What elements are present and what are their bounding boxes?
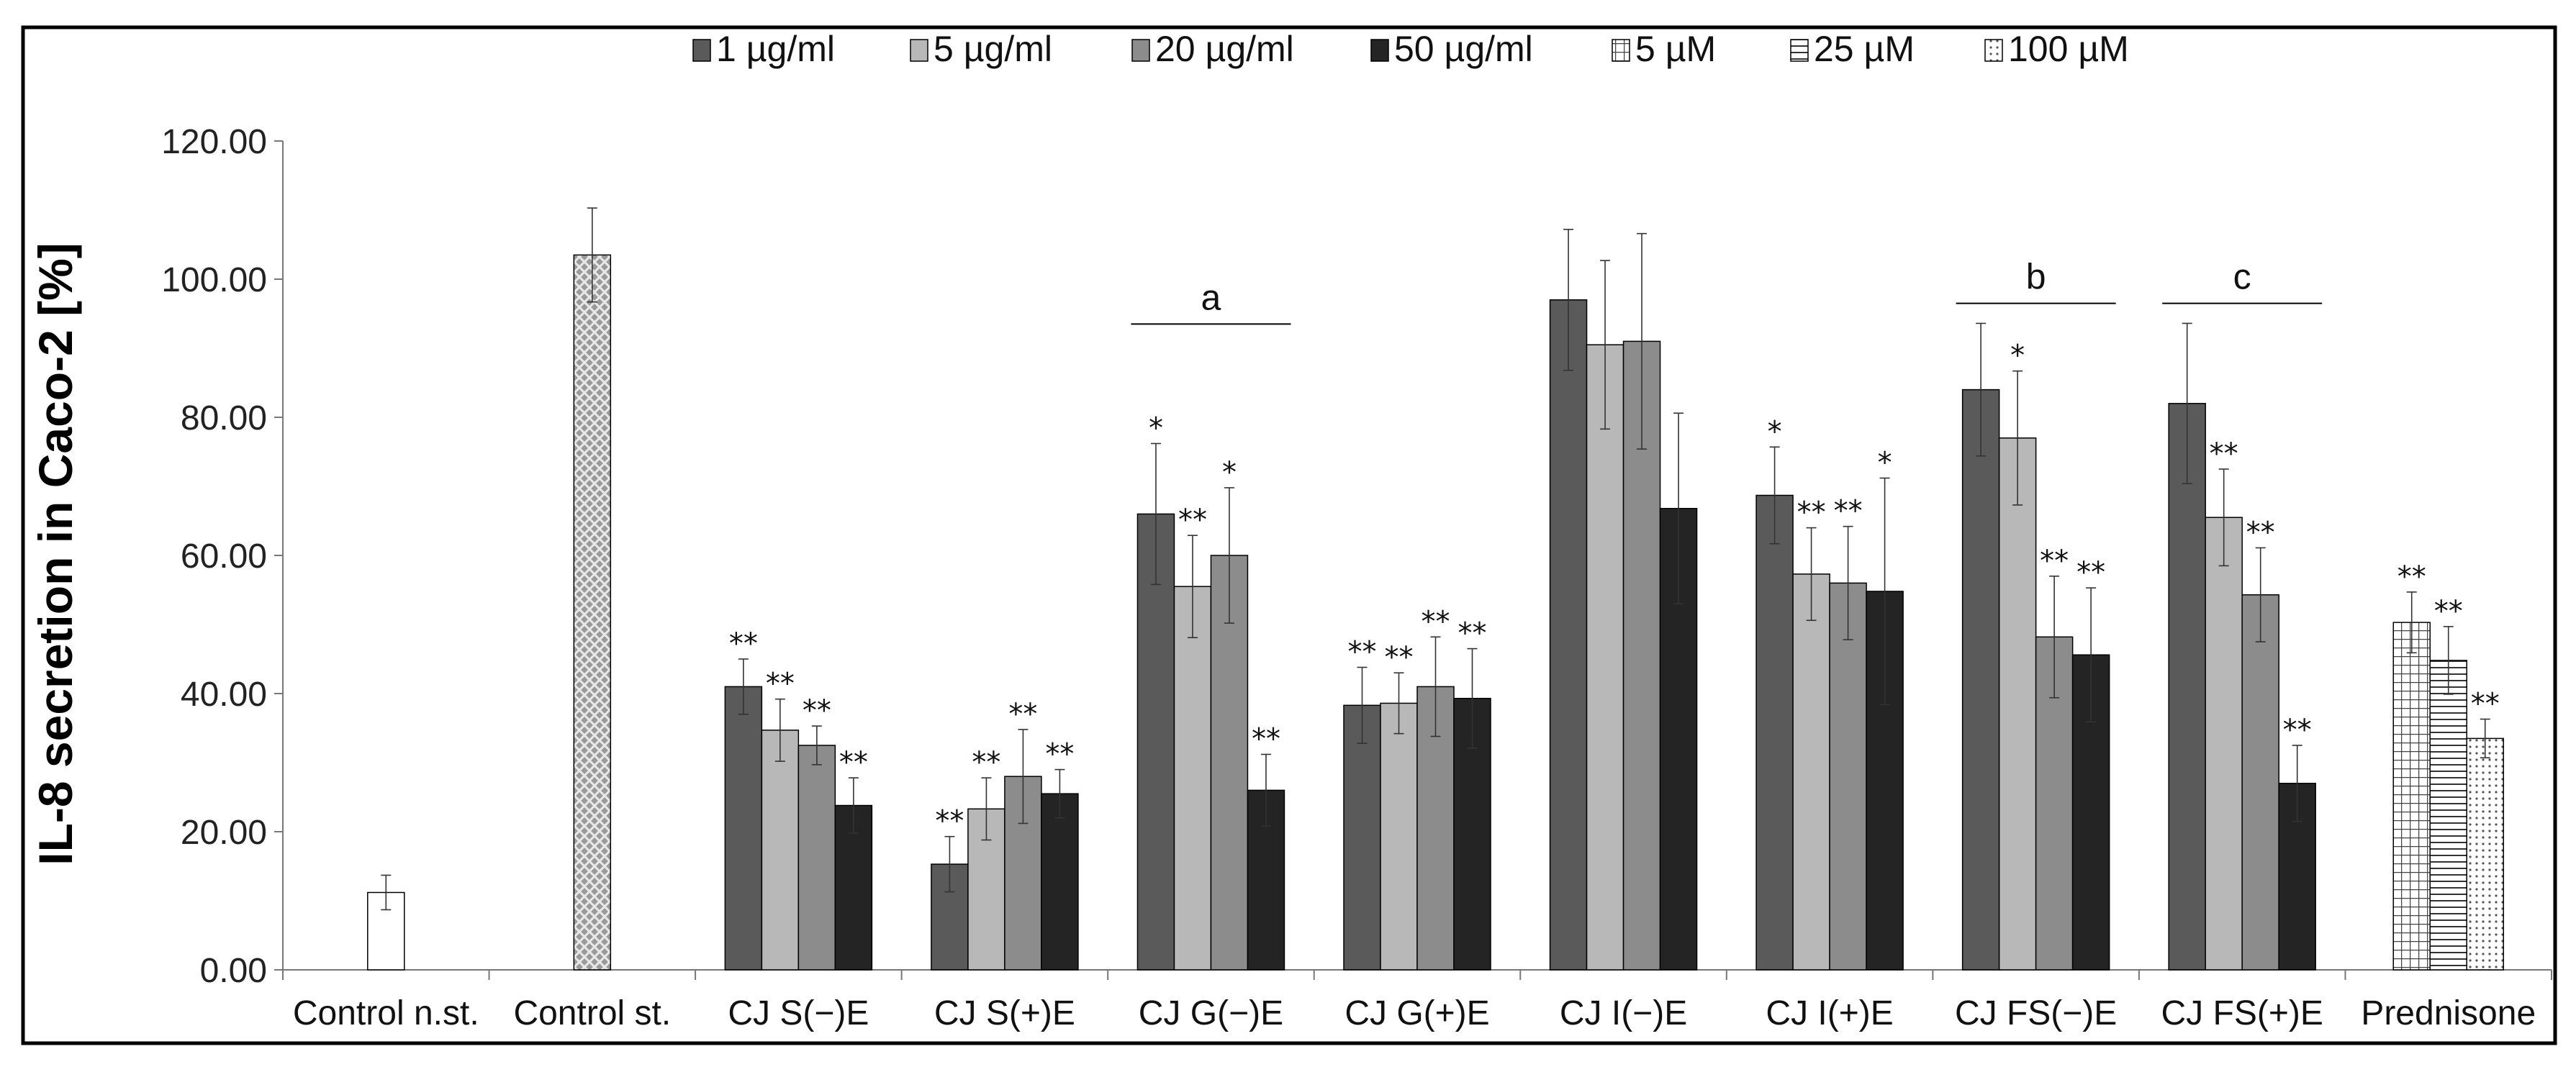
significance-star: * [1222,456,1237,489]
bar [1210,555,1249,971]
bar [1792,573,1830,971]
bar [1380,702,1418,971]
y-tick-label: 0.00 [200,952,267,990]
bracket-label: a [1201,277,1221,317]
significance-star: * [2010,340,2025,373]
legend-swatch [692,39,711,62]
y-tick-label: 20.00 [181,814,267,852]
significance-stars: ************************ **** ***** ****** *… [729,340,2500,838]
bar [1755,494,1794,971]
significance-star: * [1768,415,1782,448]
significance-star: ** [2434,595,2463,628]
category-label: CJ S(+)E [934,994,1075,1032]
significance-star: ** [2471,688,2500,721]
significance-star: ** [1252,722,1280,755]
bar [1549,299,1588,971]
category-label: CJ S(−)E [728,994,869,1032]
legend-label: 5 µM [1635,29,1716,69]
significance-star: * [1878,446,1892,479]
significance-star: ** [1422,605,1450,638]
bar [2466,737,2504,971]
y-tick-label: 80.00 [181,399,267,437]
bar [2205,517,2243,971]
bar [1961,389,2000,971]
significance-star: ** [972,746,1000,779]
significance-star: ** [1385,641,1414,674]
legend-label: 100 µM [2008,29,2129,69]
legend-label: 5 µg/ml [934,29,1052,69]
axes: 0.00 20.00 40.00 60.00 80.00 100.00 120.00 [161,123,2552,990]
significance-star: ** [1458,617,1487,650]
category-label: CJ FS(+)E [2161,994,2323,1032]
legend-swatch [1790,39,1809,62]
legend-label: 1 µg/ml [716,29,835,69]
legend: 1 µg/ml 5 µg/ml 20 µg/ml 50 µg/ml 5 µM 25 µM 1… [692,29,2129,69]
bar [2429,660,2467,971]
significance-star: ** [839,746,868,779]
category-label: Control n.st. [293,994,479,1032]
bar [724,686,763,971]
legend-swatch [1984,39,2003,62]
bracket-label: c [2233,257,2251,297]
significance-star: ** [766,668,795,701]
bar [761,730,800,971]
significance-star: ** [2246,516,2275,549]
category-label: CJ G(+)E [1345,994,1489,1032]
legend-label: 50 µg/ml [1394,29,1533,69]
bar [573,254,612,971]
legend-swatch [1612,39,1630,62]
significance-star: ** [2398,560,2426,594]
bar [1041,793,1079,971]
bar [1829,582,1867,971]
significance-star: ** [729,627,758,660]
significance-star: ** [1797,496,1826,530]
y-tick-label: 100.00 [161,261,267,299]
significance-star: ** [2210,437,2238,471]
bar [1343,704,1381,971]
significance-star: ** [2283,714,2312,747]
error-bars [381,207,2490,911]
bar [2241,594,2279,971]
category-label: CJ I(−)E [1560,994,1687,1032]
significance-star: ** [1834,495,1863,528]
significance-star: ** [1008,698,1037,731]
y-axis-label: IL-8 secretion in Caco-2 [%] [29,242,82,866]
bar [1173,586,1212,971]
bar [2168,403,2206,971]
category-label: CJ G(−)E [1139,994,1283,1032]
bar [1998,437,2037,971]
significance-star: ** [803,694,831,727]
bar [797,745,836,971]
legend-label: 25 µM [1814,29,1915,69]
significance-star: ** [1045,738,1074,771]
category-labels: Control n.st. Control st. CJ S(−)E CJ S(+)E… [293,994,2536,1032]
bar [1586,344,1624,971]
category-label: CJ FS(−)E [1955,994,2117,1032]
y-tick-label: 60.00 [181,537,267,576]
significance-star: ** [1348,636,1377,669]
category-label: CJ I(+)E [1766,994,1893,1032]
legend-swatch [910,39,928,62]
chart-frame [21,25,2557,1045]
significance-star: ** [1178,504,1207,537]
significance-star: ** [935,805,964,838]
significance-brackets: a b c [1131,257,2323,325]
significance-star: ** [2040,545,2069,578]
y-tick-label: 40.00 [181,676,267,714]
bar [2392,622,2431,971]
category-label: Control st. [513,994,671,1032]
y-tick-label: 120.00 [161,123,267,161]
significance-star: ** [2076,556,2105,589]
legend-swatch [1131,39,1150,62]
legend-swatch [1370,39,1389,62]
significance-star: * [1149,412,1163,445]
category-label: Prednisone [2361,994,2536,1032]
bracket-label: b [2026,257,2046,297]
legend-label: 20 µg/ml [1155,29,1294,69]
